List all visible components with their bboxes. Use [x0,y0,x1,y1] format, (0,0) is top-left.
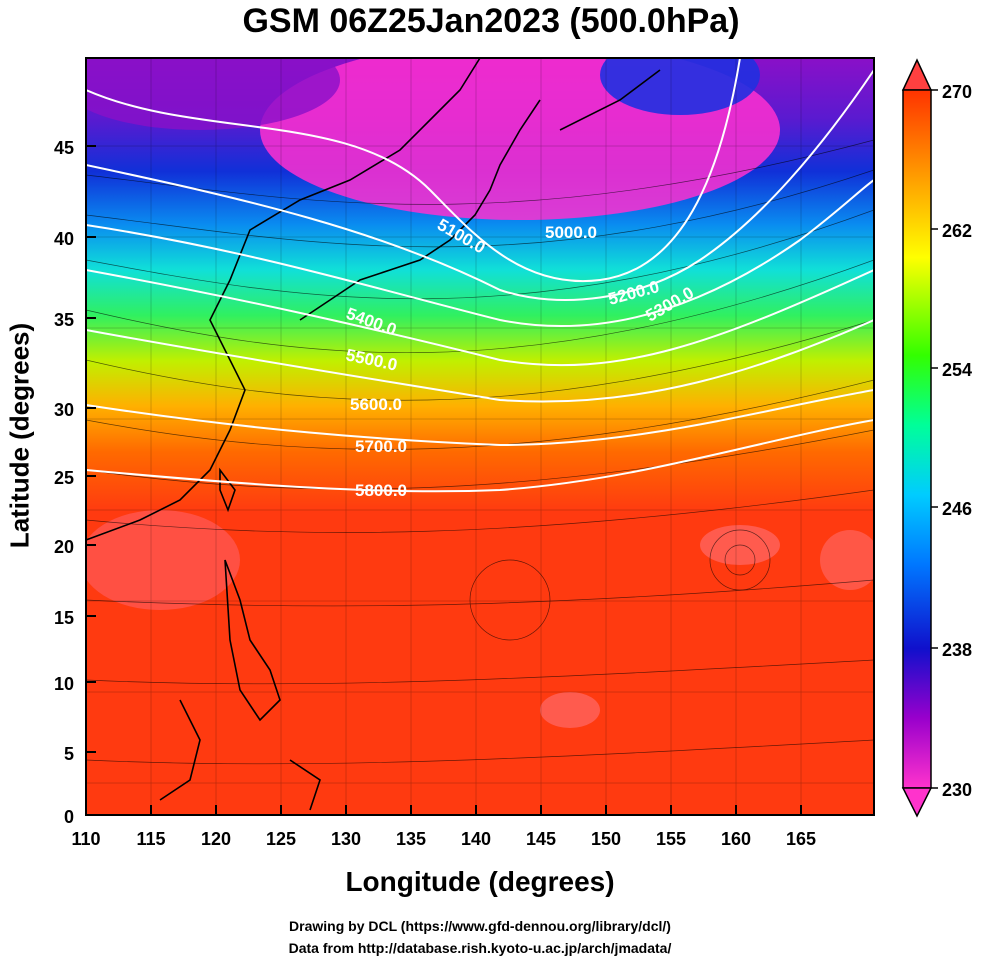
colorbar-gradient [902,89,932,789]
coastlines [86,58,661,811]
x-tick-label: 150 [591,829,621,849]
height-contours [86,58,874,493]
x-tick-label: 120 [201,829,231,849]
colorbar-tick: 238 [942,640,972,660]
x-tick-label: 135 [396,829,426,849]
contour-label-5700: 5700.0 [355,437,407,456]
colorbar-tick: 230 [942,780,972,800]
x-axis-label: Longitude (degrees) [345,866,615,897]
x-tick-label: 110 [71,829,100,849]
colorbar-tick: 254 [942,360,972,380]
colorbar-bottom-arrow [901,787,933,818]
colorbar-tick: 262 [942,221,972,241]
x-tick-label: 165 [786,829,816,849]
y-tick-label: 10 [54,674,74,694]
x-tick-label: 145 [526,829,556,849]
colorbar-top-arrow [901,58,933,91]
chart-title: GSM 06Z25Jan2023 (500.0hPa) [242,2,740,40]
y-tick-label: 0 [64,807,74,827]
colorbar: 230 238 246 254 262 270 [901,58,972,818]
x-tick-label: 140 [461,829,491,849]
contour-label-5600: 5600.0 [350,395,402,414]
contour-label-5800: 5800.0 [355,481,407,500]
x-tick-label: 160 [721,829,751,849]
y-tick-label: 45 [54,138,74,158]
x-tick-label: 115 [136,829,165,849]
y-axis: 0 5 10 15 20 25 30 35 40 45 [54,138,96,827]
credit-data: Data from http://database.rish.kyoto-u.a… [288,940,672,956]
y-tick-label: 40 [54,229,74,249]
y-tick-label: 5 [64,744,74,764]
y-tick-label: 15 [54,608,74,628]
temperature-field [86,58,874,815]
y-axis-label: Latitude (degrees) [4,322,35,549]
y-tick-label: 30 [54,400,74,420]
x-tick-label: 125 [266,829,296,849]
y-tick-label: 20 [54,537,74,557]
contour-label-5000: 5000.0 [545,223,597,242]
colorbar-tick: 246 [942,499,972,519]
y-tick-label: 35 [54,310,74,330]
x-axis: 110 115 120 125 130 135 140 145 150 155 … [71,805,816,849]
grid-lines [86,58,874,815]
colorbar-tick: 270 [942,82,972,102]
plot-frame [85,57,875,816]
x-tick-label: 130 [331,829,361,849]
credit-drawing: Drawing by DCL (https://www.gfd-dennou.o… [289,918,671,934]
y-tick-label: 25 [54,468,74,488]
x-tick-label: 155 [656,829,686,849]
